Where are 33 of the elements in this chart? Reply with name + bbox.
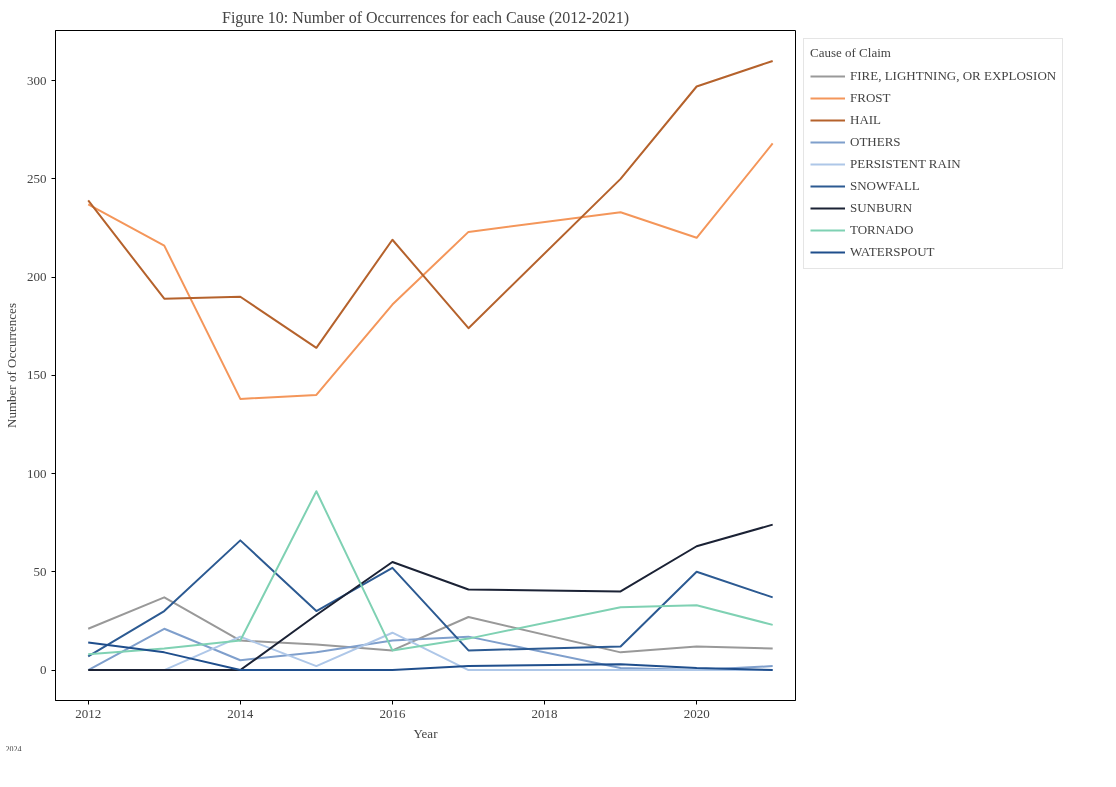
- x-axis-title: Year: [413, 725, 439, 741]
- text: 2024: [5, 744, 22, 754]
- y-tick-label: 100: [27, 465, 47, 481]
- x-tick-label: 2012: [75, 705, 102, 721]
- line-series: [87, 490, 774, 656]
- line-series: [87, 641, 774, 672]
- legend-label: FROST: [850, 90, 891, 106]
- y-tick-label: 0: [40, 662, 47, 678]
- line-series: [87, 59, 774, 349]
- y-tick-label: 150: [27, 367, 47, 383]
- y-tick-label: 250: [27, 170, 47, 186]
- y-tick-label: 300: [27, 72, 47, 88]
- line-series: [87, 596, 774, 654]
- legend-label: SNOWFALL: [850, 178, 920, 194]
- x-tick-label: 2014: [227, 705, 254, 721]
- legend-label: TORNADO: [850, 222, 914, 238]
- legend-label: FIRE, LIGHTNING, OR EXPLOSION: [850, 68, 1057, 84]
- chart-title: Figure 10: Number of Occurrences for each Cause (2012-2021): [222, 8, 629, 27]
- legend-label: WATERSPOUT: [850, 244, 935, 260]
- y-tick-label: 50: [33, 563, 47, 579]
- y-axis-title: Number of Occurrences: [4, 303, 19, 428]
- legend-label: SUNBURN: [850, 200, 913, 216]
- x-tick-label: 2018: [531, 705, 558, 721]
- x-tick-label: 2016: [379, 705, 406, 721]
- legend-label: PERSISTENT RAIN: [850, 156, 961, 172]
- y-tick-label: 200: [27, 269, 47, 285]
- legend-label: HAIL: [850, 112, 882, 128]
- legend-title: Cause of Claim: [810, 45, 892, 61]
- line-series: [87, 523, 774, 672]
- legend-label: OTHERS: [850, 134, 901, 150]
- line-series: [87, 539, 774, 658]
- line-series: [87, 142, 774, 400]
- x-tick-label: 2020: [683, 705, 710, 721]
